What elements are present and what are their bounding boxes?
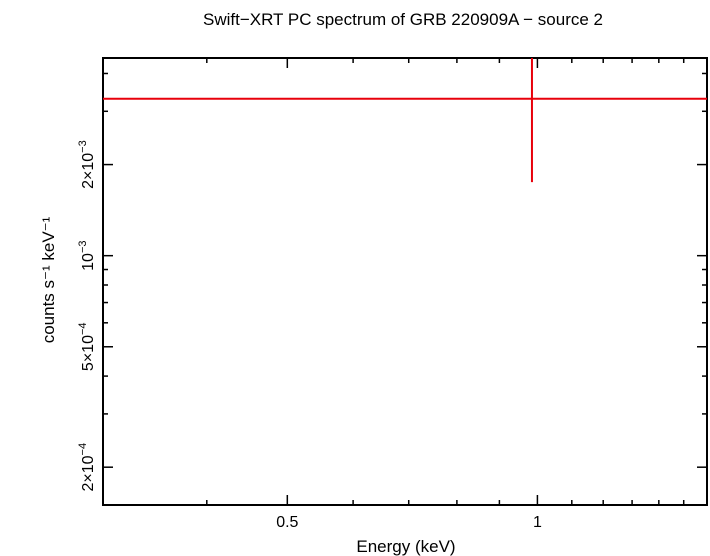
x-tick-label: 0.5: [276, 514, 298, 531]
chart-title: Swift−XRT PC spectrum of GRB 220909A − s…: [203, 10, 603, 29]
y-tick-label: 10−3: [77, 241, 97, 271]
x-tick-label: 1: [533, 514, 542, 531]
y-tick-label: 5×10−4: [77, 322, 97, 371]
plot-frame: [102, 57, 708, 506]
y-axis-label: counts s⁻¹ keV⁻¹: [39, 216, 58, 343]
y-tick-label: 2×10−4: [77, 443, 97, 492]
x-axis-label: Energy (keV): [356, 537, 455, 556]
y-tick-label: 2×10−3: [77, 140, 97, 189]
